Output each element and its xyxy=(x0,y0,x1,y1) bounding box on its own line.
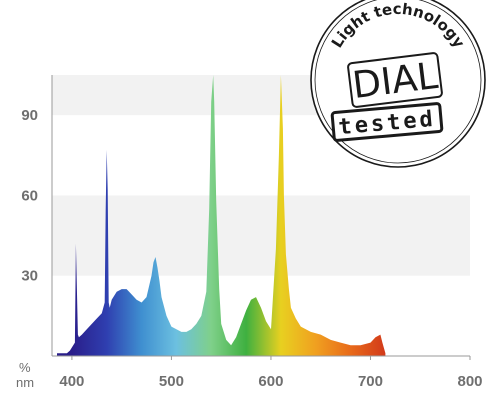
spectrum-series xyxy=(57,75,386,356)
x-tick-label: 600 xyxy=(258,373,283,390)
y-tick-label: 90 xyxy=(21,107,38,124)
x-unit-label: nm xyxy=(16,375,34,390)
badge-logo-frame xyxy=(347,52,443,108)
grid-band xyxy=(52,195,470,276)
y-unit-label: % xyxy=(19,360,31,375)
y-axis-ticks: 30 60 90 xyxy=(21,107,38,285)
x-tick-label: 800 xyxy=(457,373,482,390)
badge-inner-ring xyxy=(314,0,482,164)
x-axis-ticks: 400 500 600 700 800 xyxy=(59,356,483,390)
badge-stamp-frame xyxy=(330,102,444,142)
dial-tested-badge: Light technology DIAL tested xyxy=(310,0,486,168)
badge-logo-text: DIAL xyxy=(350,54,440,107)
y-tick-label: 30 xyxy=(21,268,38,285)
x-tick-label: 400 xyxy=(59,373,84,390)
spectrum-area xyxy=(57,75,386,356)
x-tick-label: 500 xyxy=(159,373,184,390)
x-tick-label: 700 xyxy=(358,373,383,390)
axes xyxy=(51,75,470,357)
y-tick-label: 60 xyxy=(21,187,38,204)
